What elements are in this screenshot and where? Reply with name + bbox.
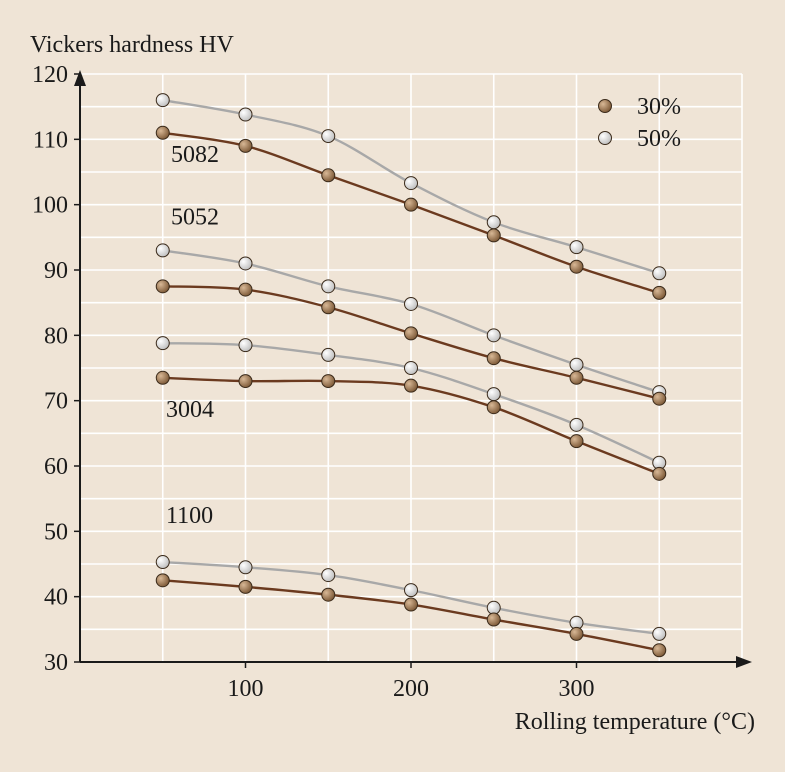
data-point-3004-50 <box>486 387 501 402</box>
alloy-label-3004: 3004 <box>166 397 214 423</box>
data-point-1100-30 <box>486 612 501 627</box>
y-tick-label: 50 <box>44 519 68 545</box>
data-point-5082-50 <box>652 266 667 281</box>
data-point-5052-50 <box>155 243 170 258</box>
data-point-5082-50 <box>155 93 170 108</box>
data-point-1100-50 <box>486 600 501 615</box>
series-layer <box>155 93 667 658</box>
data-point-3004-30 <box>486 400 501 415</box>
data-point-3004-30 <box>238 374 253 389</box>
y-tick-label: 110 <box>33 127 68 153</box>
data-point-5082-30 <box>404 197 418 212</box>
legend: 30%50% <box>598 94 681 152</box>
legend-label-50: 50% <box>637 126 681 152</box>
data-point-5052-30 <box>569 370 584 385</box>
y-tick-label: 90 <box>44 258 68 284</box>
data-point-3004-50 <box>569 417 584 432</box>
data-point-5052-50 <box>238 256 253 271</box>
data-point-3004-30 <box>652 466 667 481</box>
y-tick-label: 60 <box>44 454 68 480</box>
data-point-1100-30 <box>321 587 336 602</box>
data-point-5082-50 <box>486 215 501 230</box>
data-point-1100-30 <box>404 597 418 612</box>
data-point-5082-30 <box>238 138 253 153</box>
data-point-5082-50 <box>569 240 584 255</box>
data-point-1100-50 <box>155 555 170 570</box>
data-point-3004-30 <box>321 374 336 389</box>
data-point-1100-30 <box>652 643 667 658</box>
data-point-5052-30 <box>486 351 501 366</box>
x-axis-title: Rolling temperature (°C) <box>515 709 755 735</box>
axes: 30 40 50 60 70 80 90 100 110 120 100 200 300 <box>32 62 752 702</box>
data-point-3004-30 <box>404 378 418 393</box>
x-axis-arrow <box>736 656 752 668</box>
data-point-3004-50 <box>155 336 170 351</box>
y-axis-arrow <box>74 70 86 86</box>
data-point-3004-50 <box>238 338 253 353</box>
y-axis-title: Vickers hardness HV <box>30 32 235 58</box>
alloy-label-5052: 5052 <box>171 204 219 230</box>
data-point-1100-50 <box>652 626 667 641</box>
y-tick-label: 70 <box>44 389 68 415</box>
data-point-1100-50 <box>238 560 253 575</box>
x-tick-label: 100 <box>228 676 264 702</box>
x-tick-label: 300 <box>559 676 595 702</box>
y-tick-label: 100 <box>32 193 68 219</box>
data-point-5052-30 <box>155 279 170 294</box>
data-point-1100-30 <box>155 573 170 588</box>
data-point-5082-50 <box>404 176 418 191</box>
data-point-3004-30 <box>155 370 170 385</box>
data-point-5052-50 <box>321 279 336 294</box>
data-point-5082-30 <box>652 285 667 300</box>
data-point-3004-50 <box>321 347 336 362</box>
legend-marker-50 <box>598 131 612 145</box>
data-point-3004-50 <box>404 361 418 375</box>
y-tick-label: 80 <box>44 323 68 349</box>
x-tick-label: 200 <box>393 676 429 702</box>
y-tick-label: 30 <box>44 650 68 676</box>
data-point-5082-30 <box>155 125 170 140</box>
data-point-1100-30 <box>569 626 584 641</box>
data-point-5052-30 <box>321 300 336 315</box>
data-point-5052-50 <box>486 328 501 343</box>
legend-label-30: 30% <box>637 94 681 120</box>
y-tick-label: 120 <box>32 62 68 88</box>
data-point-5052-50 <box>569 357 584 372</box>
data-point-3004-30 <box>569 434 584 449</box>
data-point-1100-50 <box>321 568 336 583</box>
y-tick-label: 40 <box>44 585 68 611</box>
alloy-label-5082: 5082 <box>171 142 219 168</box>
labels: Vickers hardness HV Rolling temperature (… <box>30 32 755 735</box>
data-point-5052-50 <box>404 296 418 311</box>
data-point-1100-30 <box>238 579 253 594</box>
data-point-5082-30 <box>569 259 584 274</box>
data-point-5082-50 <box>321 129 336 144</box>
data-point-1100-50 <box>404 583 418 598</box>
alloy-label-1100: 1100 <box>166 503 213 529</box>
data-point-5052-30 <box>652 391 667 406</box>
data-point-5052-30 <box>404 326 418 341</box>
legend-marker-30 <box>598 99 612 113</box>
data-point-5082-30 <box>486 228 501 243</box>
data-point-5082-30 <box>321 168 336 183</box>
data-point-5052-30 <box>238 282 253 297</box>
data-point-5082-50 <box>238 107 253 122</box>
